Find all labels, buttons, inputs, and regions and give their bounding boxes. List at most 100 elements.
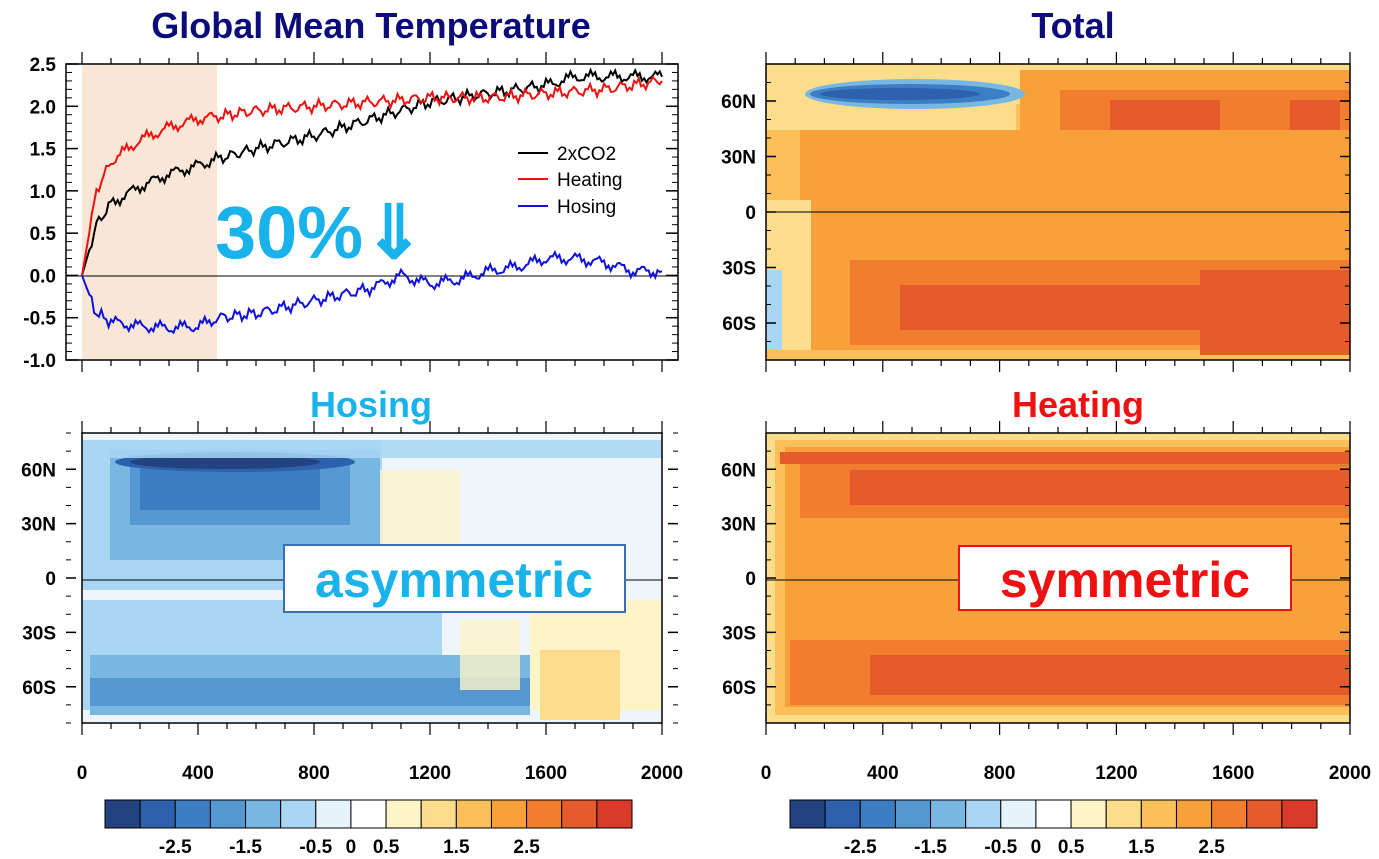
colorbar-swatch — [1281, 799, 1318, 829]
panel-hosing: 60N 30N 0 30S 60S 0 400 800 1200 1600 2000 asymme… — [21, 421, 683, 784]
colorbar-tick-label: 1.5 — [443, 837, 470, 858]
x-tick-label: 0 — [77, 763, 88, 784]
y-tick-label: 0.0 — [30, 266, 56, 287]
x-tick-label: 800 — [298, 763, 330, 784]
colorbar-swatch — [420, 799, 457, 829]
x-tick-label: 2000 — [641, 763, 683, 784]
y-tick-label: 30S — [722, 623, 756, 644]
colorbar-tick-label: -2.5 — [159, 837, 192, 858]
y-tick-label: 0 — [745, 203, 756, 224]
y-tick-label: 2.0 — [30, 97, 56, 118]
colorbar-swatch — [1105, 799, 1142, 829]
colorbar-swatch — [526, 799, 563, 829]
x-tick-label: 2000 — [1329, 763, 1371, 784]
colorbar-tick-label: -2.5 — [844, 837, 877, 858]
colorbar-tick-label: 2.5 — [1198, 837, 1225, 858]
colorbar-tick-label: 1.5 — [1128, 837, 1155, 858]
colorbar-swatch — [245, 799, 282, 829]
colorbar-left: -2.5 -1.5 -0.5 0 0.5 1.5 2.5 — [104, 799, 633, 858]
y-tick-label: 60N — [21, 460, 56, 481]
series-line-hosing — [81, 249, 663, 335]
x-tick-label: 800 — [984, 763, 1016, 784]
y-tick-label: -1.0 — [23, 351, 56, 372]
y-tick-label: 30N — [721, 148, 756, 169]
x-tick-label: 1200 — [409, 763, 451, 784]
y-tick-label: 2.5 — [30, 55, 57, 76]
annotation-asymmetric: asymmetric — [315, 552, 593, 608]
x-tick-label: 1600 — [525, 763, 567, 784]
colorbar-swatch — [1175, 799, 1213, 829]
y-tick-label: -0.5 — [23, 309, 56, 330]
colorbar-tick-label: 0 — [346, 837, 357, 858]
panel-heating: 60N 30N 0 30S 60S 0 400 800 1200 1600 2000 symmet… — [721, 421, 1371, 784]
colorbar-swatch — [930, 799, 967, 829]
y-tick-label: 60S — [722, 678, 756, 699]
x-tick-label: 400 — [867, 763, 899, 784]
panel-global-mean-temperature: 2.5 2.0 1.5 1.0 0.5 0.0 -0.5 -1.0 2xCO2 Heating… — [23, 52, 679, 372]
legend-label-hosing: Hosing — [557, 197, 616, 218]
y-tick-label: 60S — [22, 678, 56, 699]
y-tick-label: 1.0 — [30, 182, 56, 203]
series-line-2xco2 — [81, 67, 663, 276]
y-tick-label: 60N — [721, 92, 756, 113]
annotation-box-symmetric — [958, 545, 1292, 611]
colorbar-swatch — [104, 799, 141, 829]
title-global-mean-temperature: Global Mean Temperature — [151, 5, 590, 46]
y-tick-label: 60N — [721, 460, 756, 481]
y-tick-label: 30N — [721, 515, 756, 536]
colorbar-tick-label: -1.5 — [229, 837, 262, 858]
colorbar-swatch — [859, 799, 896, 829]
annotation-30-percent: 30%⇓ — [215, 191, 425, 274]
title-total: Total — [1031, 5, 1114, 46]
y-tick-label: 1.5 — [30, 140, 57, 161]
colorbar-swatch — [350, 799, 387, 829]
x-tick-label: 0 — [761, 763, 772, 784]
x-tick-label: 1200 — [1095, 763, 1137, 784]
y-tick-label: 0 — [745, 569, 756, 590]
panel-total: 60N 30N 0 30S 60S — [721, 52, 1351, 372]
annotation-symmetric: symmetric — [1000, 552, 1250, 608]
colorbar-swatch — [1140, 799, 1177, 829]
annotation-box-asymmetric — [283, 544, 626, 613]
series-line-heating — [81, 75, 663, 276]
x-tick-label: 400 — [182, 763, 214, 784]
colorbar-swatch — [139, 799, 176, 829]
colorbar-tick-label: 0 — [1031, 837, 1042, 858]
y-tick-label: 30N — [21, 515, 56, 536]
colorbar-tick-label: 0.5 — [373, 837, 400, 858]
y-tick-label: 0.5 — [30, 224, 57, 245]
colorbar-swatch — [596, 799, 633, 829]
y-tick-label: 0 — [45, 569, 56, 590]
colorbar-swatch — [174, 799, 211, 829]
y-tick-label: 60S — [722, 314, 756, 335]
colorbar-swatch — [1070, 799, 1107, 829]
legend-label-heating: Heating — [557, 170, 623, 191]
colorbar-swatch — [1211, 799, 1248, 829]
x-tick-label: 1600 — [1212, 763, 1254, 784]
colorbar-swatch — [965, 799, 1002, 829]
legend: 2xCO2 Heating Hosing — [518, 144, 623, 218]
colorbar-swatch — [1246, 799, 1283, 829]
colorbar-tick-label: 0.5 — [1058, 837, 1085, 858]
colorbar-swatch — [824, 799, 861, 829]
colorbar-swatch — [1035, 799, 1072, 829]
title-hosing: Hosing — [310, 384, 432, 425]
colorbar-tick-label: -1.5 — [914, 837, 947, 858]
colorbar-swatch — [894, 799, 932, 829]
y-tick-label: 30S — [22, 623, 56, 644]
colorbar-right: -2.5 -1.5 -0.5 0 0.5 1.5 2.5 — [789, 799, 1318, 858]
y-tick-label: 30S — [722, 259, 756, 280]
colorbar-swatch — [789, 799, 826, 829]
colorbar-tick-label: 2.5 — [513, 837, 540, 858]
colorbar-swatch — [209, 799, 247, 829]
colorbar-swatch — [490, 799, 528, 829]
colorbar-swatch — [280, 799, 317, 829]
colorbar-swatch — [561, 799, 598, 829]
colorbar-tick-label: -0.5 — [299, 837, 332, 858]
colorbar-swatch — [1000, 799, 1037, 829]
colorbar-swatch — [385, 799, 422, 829]
colorbar-swatch — [455, 799, 492, 829]
shaded-period — [82, 64, 217, 360]
colorbar-tick-label: -0.5 — [984, 837, 1017, 858]
